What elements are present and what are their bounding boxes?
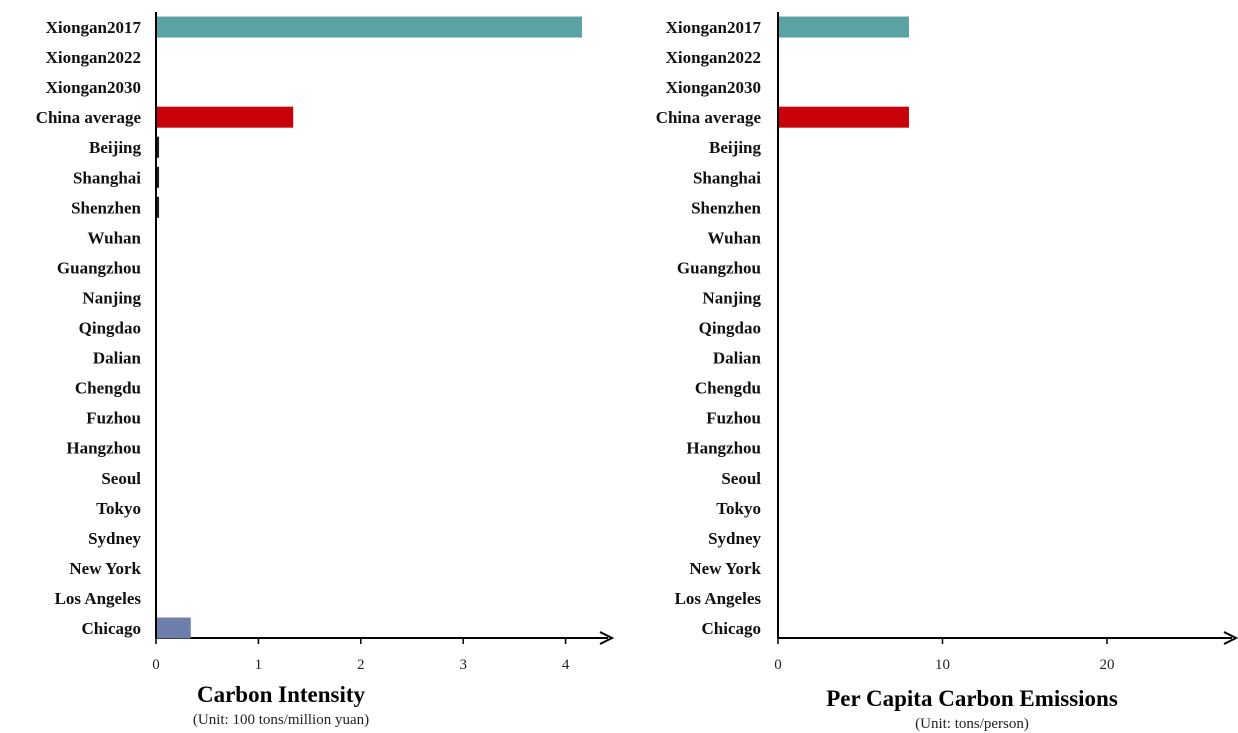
category-label: Xiongan2017 [666,18,762,37]
x-tick-label: 3 [459,657,467,673]
bar [157,136,160,158]
category-label: Chengdu [695,379,761,398]
x-tick-label: 20 [1100,657,1115,673]
bar [157,196,160,218]
category-label: China average [36,108,142,127]
x-tick-label: 4 [562,657,570,673]
category-label: Guangzhou [57,258,141,277]
category-label: Nanjing [82,288,141,307]
bar [779,16,909,38]
x-tick-label: 0 [152,657,160,673]
category-label: Dalian [93,349,142,368]
category-label: Wuhan [87,228,141,247]
bar [157,16,582,38]
category-label: Nanjing [702,288,761,307]
category-label: Xiongan2030 [46,78,141,97]
category-label: Chicago [702,619,762,638]
bar [157,617,191,639]
category-label: Fuzhou [706,409,761,428]
category-label: Shenzhen [691,198,761,217]
category-label: New York [689,559,761,578]
bar [157,166,160,188]
x-tick-label: 2 [357,657,365,673]
category-label: Xiongan2022 [46,48,141,67]
category-label: Qingdao [79,319,141,338]
category-label: Dalian [713,349,762,368]
carbon-intensity-panel: 0 1 2 3 4 Xiongan2017 Xiongan2022 Xiongan2030 Ch… [36,12,615,728]
category-label: Tokyo [716,499,761,518]
bar [157,106,294,128]
category-label: Los Angeles [55,589,142,608]
x-tick-label: 10 [935,657,950,673]
category-label: Xiongan2022 [666,48,761,67]
x-tick-label: 1 [255,657,263,673]
category-label: Qingdao [699,319,761,338]
category-label: Shanghai [73,168,141,187]
category-label: Hangzhou [686,439,761,458]
category-label: China average [656,108,762,127]
category-label: Fuzhou [86,409,141,428]
x-axis-arrow [1223,631,1238,645]
per-capita-emissions-panel: 0 10 20 Xiongan2017 Xiongan2022 Xiongan2030 Ch… [656,12,1238,732]
axis-title: Carbon Intensity [197,682,366,707]
category-label: Sydney [88,529,141,548]
category-label: Sydney [708,529,761,548]
category-label: Beijing [89,138,141,157]
category-label: Tokyo [96,499,141,518]
category-label: Hangzhou [66,439,141,458]
axis-unit-label: (Unit: tons/person) [915,716,1029,732]
category-label: Shanghai [693,168,761,187]
axis-unit-label: (Unit: 100 tons/million yuan) [193,712,369,728]
category-label: Xiongan2017 [46,18,142,37]
bar [779,106,909,128]
category-label: Shenzhen [71,198,141,217]
x-axis-arrow [599,631,615,645]
x-tick-label: 0 [774,657,782,673]
category-label: Guangzhou [677,258,761,277]
category-label: Seoul [101,469,141,488]
category-label: New York [69,559,141,578]
category-label: Xiongan2030 [666,78,761,97]
category-label: Wuhan [707,228,761,247]
category-label: Los Angeles [675,589,762,608]
category-label: Seoul [721,469,761,488]
category-label: Beijing [709,138,761,157]
category-label: Chengdu [75,379,141,398]
axis-title: Per Capita Carbon Emissions [826,686,1118,711]
category-label: Chicago [82,619,142,638]
